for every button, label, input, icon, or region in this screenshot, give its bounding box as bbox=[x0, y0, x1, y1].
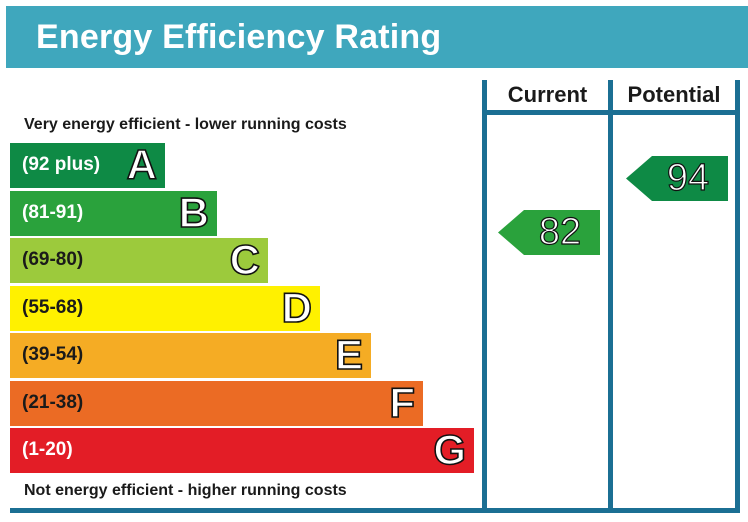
top-note: Very energy efficient - lower running co… bbox=[24, 116, 347, 133]
column-divider-middle bbox=[608, 80, 613, 512]
current-rating-arrow: 82 bbox=[498, 210, 600, 255]
column-divider-left bbox=[482, 80, 487, 512]
band-letter: C bbox=[229, 236, 261, 284]
band-range-label: (81-91) bbox=[22, 202, 84, 223]
band-c: (69-80) C bbox=[10, 236, 268, 284]
band-letter: A bbox=[126, 141, 158, 189]
column-divider-right bbox=[735, 80, 740, 512]
band-range-label: (21-38) bbox=[22, 392, 84, 413]
potential-rating-value: 94 bbox=[666, 156, 710, 199]
band-range-label: (1-20) bbox=[22, 439, 73, 460]
band-d: (55-68) D bbox=[10, 284, 320, 332]
band-b: (81-91) B bbox=[10, 189, 217, 237]
band-letter: E bbox=[334, 331, 364, 379]
potential-column-header: Potential bbox=[627, 82, 721, 107]
band-range-label: (92 plus) bbox=[22, 154, 101, 175]
band-letter: B bbox=[178, 189, 210, 237]
band-range-label: (39-54) bbox=[22, 344, 84, 365]
current-column-header: Current bbox=[507, 82, 588, 107]
band-letter: D bbox=[281, 284, 313, 332]
potential-rating-arrow: 94 bbox=[626, 156, 728, 201]
band-g: (1-20) G bbox=[10, 426, 474, 474]
bottom-border bbox=[10, 508, 740, 513]
header-bar: Energy Efficiency Rating bbox=[6, 6, 748, 68]
band-e: (39-54) E bbox=[10, 331, 371, 379]
page-title: Energy Efficiency Rating bbox=[36, 18, 442, 56]
band-letter: F bbox=[389, 379, 416, 427]
bottom-note: Not energy efficient - higher running co… bbox=[24, 482, 347, 499]
band-a: (92 plus) A bbox=[10, 141, 165, 189]
current-rating-value: 82 bbox=[538, 210, 582, 253]
band-range-label: (69-80) bbox=[22, 249, 84, 270]
band-f: (21-38) F bbox=[10, 379, 423, 427]
band-letter: G bbox=[433, 426, 467, 474]
header-underline bbox=[482, 110, 740, 115]
band-range-label: (55-68) bbox=[22, 297, 84, 318]
